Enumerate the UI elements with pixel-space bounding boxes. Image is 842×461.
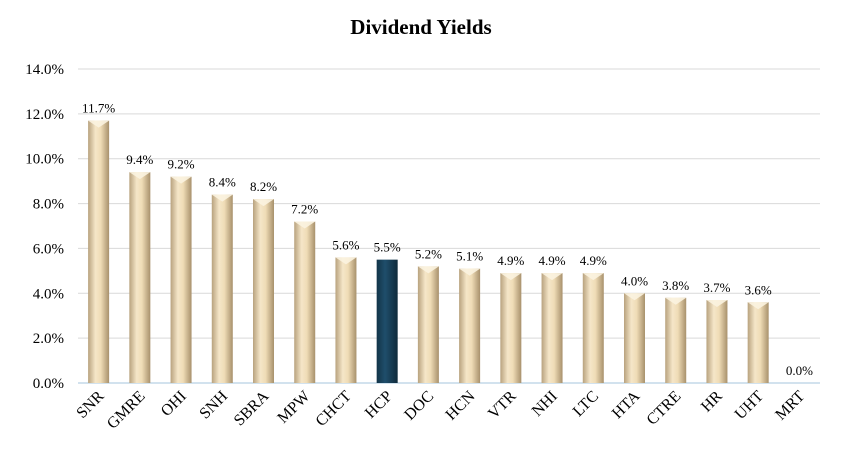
data-label-ltc: 4.9% (580, 253, 607, 268)
bar-top-highlight (541, 273, 563, 281)
data-label-gmre: 9.4% (126, 152, 153, 167)
y-axis-tick-labels: 0.0% 2.0% 4.0% 6.0% 8.0% 10.0% 12.0% 14.0% (25, 62, 64, 392)
gridlines (78, 68, 820, 384)
y-tick-label: 8.0% (33, 197, 64, 213)
bar-sbra (253, 199, 274, 383)
bar-hcn (459, 268, 481, 383)
bar-top-highlight (665, 297, 687, 305)
data-label-snr: 11.7% (82, 101, 115, 116)
data-label-ctre: 3.8% (662, 278, 689, 293)
bar-hta (624, 293, 645, 383)
bar-hcp (376, 259, 398, 383)
x-tick-label: LTC (570, 388, 602, 420)
x-tick-label: MPW (274, 387, 314, 427)
bar-snr (88, 120, 110, 383)
x-tick-label: UHT (732, 388, 767, 423)
y-tick-label: 2.0% (33, 331, 64, 347)
data-label-hta: 4.0% (621, 273, 648, 288)
bar-ltc (582, 273, 604, 383)
bar-top-highlight (294, 221, 316, 229)
bar-top-highlight (582, 273, 604, 281)
x-tick-label: SNH (196, 387, 231, 422)
x-tick-label: CTRE (644, 388, 685, 429)
x-tick-label: NHI (529, 388, 561, 420)
x-tick-label: GMRE (104, 388, 149, 433)
x-tick-label: SNR (73, 388, 107, 422)
bars (88, 120, 769, 383)
bar-top-highlight (170, 176, 192, 184)
data-label-hr: 3.7% (703, 280, 730, 295)
data-label-vtr: 4.9% (497, 253, 524, 268)
x-tick-label: HTA (609, 387, 644, 422)
bar-ohi (170, 176, 192, 383)
bar-nhi (541, 273, 563, 383)
data-label-snh: 8.4% (209, 175, 236, 190)
x-tick-label: HCN (443, 387, 479, 423)
bar-gmre (129, 172, 151, 383)
data-label-ohi: 9.2% (168, 157, 195, 172)
bar-top-highlight (335, 257, 357, 265)
data-label-hcn: 5.1% (456, 249, 483, 264)
x-tick-label: MRT (772, 388, 808, 424)
bar-top-highlight (459, 268, 481, 276)
y-tick-label: 14.0% (25, 62, 64, 78)
data-label-nhi: 4.9% (539, 253, 566, 268)
data-labels: 11.7% 9.4% 9.2% 8.4% 8.2% 7.2% 5.6% 5.5% 5.2% 5.1… (82, 101, 813, 378)
x-tick-label: HCP (362, 388, 396, 422)
bar-top-highlight (747, 302, 769, 310)
bar-mpw (294, 221, 316, 383)
y-tick-label: 10.0% (25, 152, 64, 168)
bar-top-highlight (500, 273, 522, 281)
data-label-mpw: 7.2% (291, 202, 318, 217)
bar-top-highlight (253, 199, 274, 207)
bar-chct (335, 257, 357, 383)
bar-top-highlight (624, 293, 645, 301)
data-label-chct: 5.6% (332, 237, 359, 252)
y-tick-label: 0.0% (33, 376, 64, 392)
bar-top-highlight (129, 172, 151, 180)
bar-vtr (500, 273, 522, 383)
bar-hr (706, 300, 728, 383)
bar-ctre (665, 297, 687, 383)
x-tick-label: SBRA (231, 387, 273, 429)
bar-top-highlight (417, 266, 439, 274)
x-tick-label: VTR (485, 388, 520, 423)
y-tick-label: 4.0% (33, 286, 64, 302)
x-tick-label: CHCT (313, 388, 355, 430)
bar-doc (417, 266, 439, 383)
chart-title: Dividend Yields (350, 15, 492, 39)
y-tick-label: 12.0% (25, 107, 64, 123)
data-label-uht: 3.6% (745, 282, 772, 297)
x-tick-label: HR (698, 388, 726, 416)
bar-snh (211, 194, 233, 383)
data-label-doc: 5.2% (415, 246, 442, 261)
data-label-hcp: 5.5% (374, 240, 401, 255)
bar-uht (747, 302, 769, 383)
x-tick-label: OHI (158, 388, 190, 420)
bar-top-highlight (706, 300, 728, 308)
data-label-mrt: 0.0% (786, 363, 813, 378)
y-tick-label: 6.0% (33, 241, 64, 257)
data-label-sbra: 8.2% (250, 179, 277, 194)
bar-top-highlight (211, 194, 233, 202)
bar-top-highlight (88, 120, 110, 128)
x-tick-label: DOC (401, 388, 437, 424)
